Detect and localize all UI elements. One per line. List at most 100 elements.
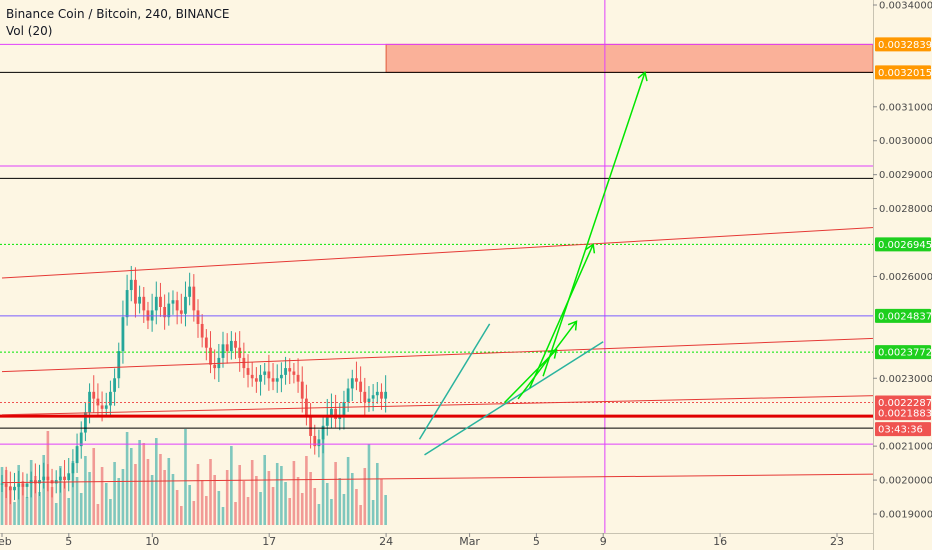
volume-bar — [330, 499, 333, 525]
candle-body — [213, 364, 217, 369]
candle-body — [192, 286, 196, 311]
candle-body — [330, 408, 333, 416]
candle-body — [250, 374, 254, 379]
volume-bar — [325, 483, 329, 525]
price-badge — [875, 308, 931, 323]
volume-bar — [267, 471, 271, 525]
volume-bar — [75, 477, 79, 525]
candle-body — [209, 347, 212, 365]
candle-body — [355, 378, 358, 382]
volume-bar — [88, 472, 91, 525]
candle-body — [159, 296, 162, 308]
trend-line — [1, 394, 888, 416]
volume-bar — [50, 487, 54, 525]
time-tick-label: 5 — [65, 535, 72, 548]
volume-bar — [225, 470, 229, 525]
time-tick-label: 16 — [713, 535, 727, 548]
time-tick-label: 5 — [533, 535, 540, 548]
volume-bar — [13, 502, 16, 525]
candle-body — [305, 398, 308, 416]
volume-bar — [34, 476, 37, 525]
volume-bar — [238, 465, 241, 525]
candle-body — [300, 381, 304, 399]
volume-bar — [125, 432, 129, 525]
volume-bar — [188, 485, 191, 525]
time-tick-label: Mar — [459, 535, 480, 548]
candles — [0, 265, 388, 505]
volume-bar — [250, 460, 254, 525]
candle-body — [84, 412, 87, 433]
candle-body — [163, 307, 167, 318]
candle-body — [121, 317, 125, 352]
volume-bar — [79, 493, 83, 525]
volume-bar — [21, 481, 25, 525]
candle-body — [342, 402, 346, 416]
trend-line — [1, 226, 888, 279]
volume-bar — [42, 455, 45, 525]
price-tick-label: 0.0026000 — [879, 272, 932, 283]
volume-bar — [305, 456, 308, 525]
volume-bar — [146, 459, 150, 525]
candle-body — [359, 381, 363, 392]
volume-bar — [184, 429, 187, 525]
volume-bar — [167, 458, 171, 525]
volume-bar — [138, 440, 141, 525]
candle-body — [375, 391, 379, 396]
volume-bar — [367, 444, 371, 525]
projection-arrow — [517, 320, 578, 400]
chart-legend: Binance Coin / Bitcoin, 240, BINANCE Vol… — [6, 6, 229, 40]
candle-body — [275, 378, 279, 382]
volume-bar — [334, 462, 337, 525]
candle-body — [284, 368, 287, 375]
candle-body — [167, 303, 171, 318]
volume-bar — [217, 491, 221, 525]
volume-bar — [71, 461, 75, 525]
volume-bar — [346, 457, 350, 525]
candle-body — [292, 371, 296, 375]
candle-body — [225, 344, 229, 352]
price-badge — [875, 65, 931, 80]
volume-bar — [117, 478, 121, 525]
price-badge — [875, 422, 931, 437]
candle-body — [296, 374, 300, 382]
wedge-pattern — [418, 323, 604, 456]
volume-bar — [321, 427, 325, 525]
price-badge-label: 0.0022287 — [878, 398, 932, 409]
candle-body — [196, 310, 200, 324]
candle-body — [142, 296, 146, 311]
volume-bar — [255, 476, 258, 525]
volume-bar — [175, 490, 179, 525]
candle-body — [129, 279, 133, 291]
volume-bar — [221, 507, 225, 525]
volume-bar — [209, 459, 212, 525]
volume-bar — [363, 468, 367, 525]
candle-body — [259, 374, 262, 382]
volume-bar — [67, 498, 71, 525]
volume-bar — [288, 498, 292, 525]
volume-bar — [242, 481, 246, 525]
volume-bar — [234, 502, 237, 525]
trend-line — [1, 337, 888, 373]
candle-body — [134, 279, 137, 304]
volume-bar — [271, 487, 275, 525]
volume-bar — [350, 473, 354, 525]
volume-bar — [84, 456, 87, 525]
price-badge-label: 0.0026945 — [878, 240, 932, 251]
symbol-title: Binance Coin / Bitcoin, 240, BINANCE — [6, 7, 230, 21]
candle-body — [200, 323, 204, 338]
volume-bar — [359, 505, 362, 525]
candle-body — [117, 351, 121, 379]
candle-body — [242, 357, 246, 369]
candle-body — [175, 300, 179, 311]
candle-body — [184, 296, 187, 314]
volume-bar — [292, 461, 296, 525]
candle-body — [104, 405, 108, 409]
price-badge — [875, 395, 931, 410]
candle-body — [17, 483, 21, 487]
volume-bar — [9, 486, 12, 525]
candle-body — [46, 476, 50, 481]
volume-bar — [25, 497, 29, 525]
volume-bar — [150, 475, 154, 525]
